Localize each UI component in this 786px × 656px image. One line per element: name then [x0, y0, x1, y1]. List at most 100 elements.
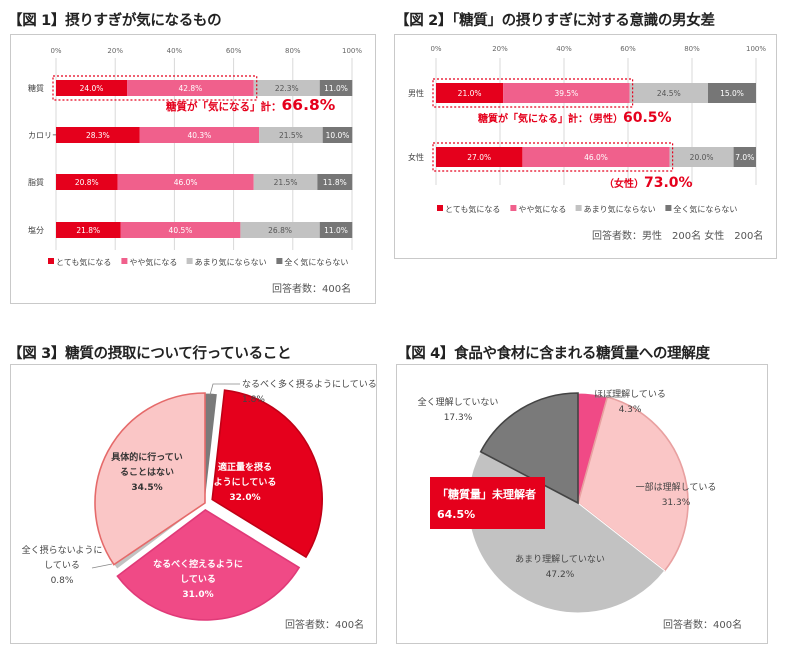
fig1-callout-value: 66.8%	[282, 96, 336, 114]
leader-line	[209, 383, 240, 396]
bar-value-label: 27.0%	[467, 153, 491, 162]
slice-label: 47.2%	[546, 570, 575, 580]
fig4-respondents: 回答者数：400名	[663, 618, 742, 631]
fig2-title: 【図 2】「糖質」の摂りすぎに対する意識の男女差	[395, 13, 715, 29]
bar-segment	[259, 127, 323, 143]
bar-segment	[522, 147, 670, 167]
bar-value-label: 21.5%	[274, 178, 298, 187]
fig2-callout-female-prefix: （女性）	[604, 177, 644, 190]
bar-value-label: 11.0%	[324, 226, 348, 235]
fig1-respondents: 回答者数：400名	[272, 282, 351, 295]
fig1-panel	[10, 34, 376, 304]
legend-swatch	[575, 205, 582, 211]
slice-label: あまり理解していない	[515, 553, 605, 565]
bar-segment	[117, 174, 254, 190]
bar-segment	[436, 83, 504, 103]
bar-segment	[56, 222, 121, 238]
bar-value-label: 7.0%	[735, 153, 754, 162]
category-label: 女性	[408, 152, 424, 162]
bar-value-label: 22.3%	[275, 84, 299, 93]
highlight-box	[432, 78, 634, 108]
bar-segment	[319, 222, 353, 238]
category-label: 糖質	[28, 83, 44, 93]
fig2-chart: 0% 20% 40% 60% 80% 100% 男性 21.0% 39.5% 24.5% 15.0%…	[408, 45, 766, 214]
legend-swatch	[665, 205, 672, 211]
bar-value-label: 46.0%	[584, 153, 608, 162]
legend-label: やや気になる	[129, 257, 177, 267]
x-tick-label: 60%	[226, 47, 242, 55]
legend-label: 全く気にならない	[673, 204, 737, 214]
fig1-title: 【図 1】摂りすぎが気になるもの	[8, 13, 222, 29]
bar-segment	[56, 127, 140, 143]
bar-segment	[253, 80, 320, 96]
fig2-callout-male-value: 60.5%	[623, 110, 672, 126]
legend-swatch	[48, 258, 54, 264]
slice-label: なるべく控えるように	[153, 558, 243, 570]
pie-slice	[211, 389, 323, 559]
category-label: カロリー	[28, 131, 60, 140]
x-tick-label: 80%	[285, 47, 301, 55]
bar-segment	[240, 222, 320, 238]
slice-label: 32.0%	[229, 493, 260, 503]
bar-value-label: 10.0%	[326, 131, 350, 140]
bar-segment	[319, 80, 353, 96]
slice-label: なるべく多く摂るようにしている	[242, 378, 377, 390]
slice-label: 1.8%	[242, 395, 265, 405]
bar-segment	[56, 174, 118, 190]
fig2-callout-female: （女性）73.0%	[604, 175, 693, 191]
x-tick-label: 0%	[430, 45, 441, 53]
slice-label: 34.5%	[131, 483, 162, 493]
bar-value-label: 24.5%	[657, 89, 681, 98]
x-tick-label: 20%	[107, 47, 123, 55]
fig1-callout-prefix: 糖質が「気になる」計：	[166, 100, 282, 113]
legend-swatch	[276, 258, 283, 264]
pie-slice	[479, 392, 579, 505]
pie-slice	[116, 509, 301, 621]
leader-line	[91, 563, 113, 569]
bar-value-label: 21.5%	[279, 131, 303, 140]
bar-value-label: 15.0%	[720, 89, 744, 98]
legend-label: あまり気にならない	[195, 257, 267, 267]
fig3-title: 【図 3】糖質の摂取について行っていること	[8, 346, 292, 362]
bar-segment	[253, 174, 318, 190]
bar-value-label: 26.8%	[268, 226, 292, 235]
bar-value-label: 40.3%	[187, 131, 211, 140]
legend-label: 全く気にならない	[284, 257, 348, 267]
bar-segment	[503, 83, 630, 103]
slice-label: ほぼ理解している	[594, 388, 666, 400]
fig2-callout-male: 糖質が「気になる」計：（男性）60.5%	[478, 110, 672, 126]
slice-label: 全く摂らないように	[22, 544, 103, 556]
fig1-chart: 0% 20% 40% 60% 80% 100% 糖質 24.0% 42.8% 22.3% 11.0%…	[28, 47, 362, 267]
x-tick-label: 80%	[684, 45, 700, 53]
slice-label: 全く理解していない	[418, 396, 499, 408]
bar-value-label: 11.8%	[323, 178, 347, 187]
fig2-panel	[394, 34, 777, 259]
bar-segment	[322, 127, 353, 143]
fig3-respondents: 回答者数：400名	[285, 618, 364, 631]
legend-swatch	[510, 205, 517, 211]
highlight-box	[432, 142, 674, 172]
bar-segment	[317, 174, 353, 190]
bar-segment	[127, 80, 254, 96]
category-label: 男性	[408, 88, 424, 98]
slice-label: 17.3%	[444, 413, 473, 423]
bar-value-label: 24.0%	[80, 84, 104, 93]
slice-label: している	[180, 574, 216, 585]
fig4-callout-line1: 「糖質量」未理解者	[437, 487, 536, 501]
slice-label: 一部は理解している	[636, 481, 717, 493]
legend-label: とても気になる	[56, 257, 111, 267]
bar-value-label: 20.8%	[75, 178, 99, 187]
legend-swatch	[121, 258, 128, 264]
bar-value-label: 11.0%	[324, 84, 348, 93]
slice-label: 具体的に行ってい	[110, 451, 183, 463]
fig4-title: 【図 4】食品や食材に含まれる糖質量への理解度	[397, 346, 710, 362]
x-tick-label: 60%	[620, 45, 636, 53]
bar-segment	[708, 83, 756, 103]
slice-label: 31.0%	[182, 590, 213, 600]
fig4-callout-line2: 64.5%	[437, 508, 475, 521]
bar-segment	[436, 147, 523, 167]
legend-label: あまり気にならない	[584, 204, 656, 214]
bar-value-label: 20.0%	[690, 153, 714, 162]
pie-slice	[94, 392, 206, 566]
